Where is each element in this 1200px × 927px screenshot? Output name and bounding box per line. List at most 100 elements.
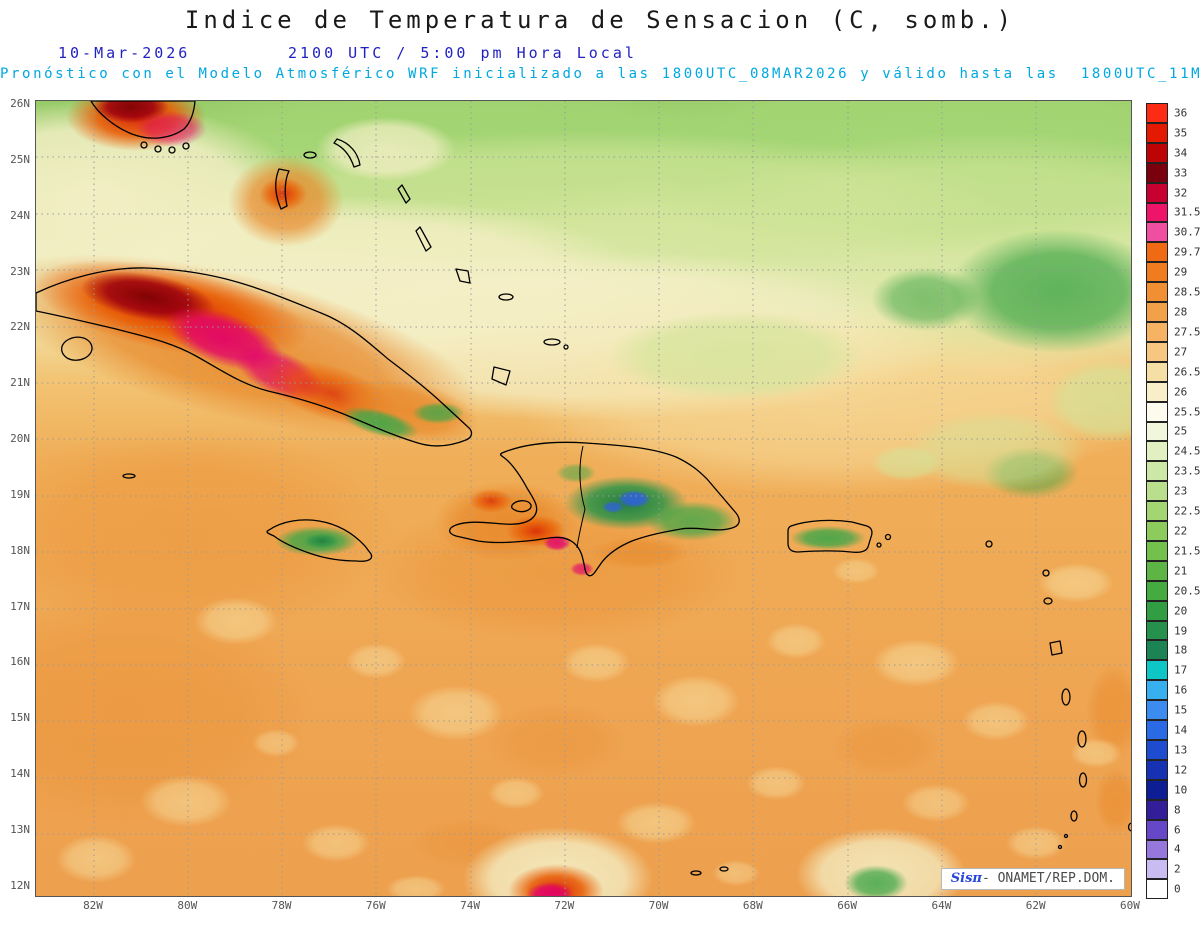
colorbar-swatch <box>1146 401 1168 422</box>
colorbar-cell: 23 <box>1146 481 1187 502</box>
colorbar-cell: 28.5 <box>1146 282 1200 303</box>
map-canvas: Sisπ- ONAMET/REP.DOM. <box>35 100 1132 897</box>
longitude-label: 72W <box>554 899 575 912</box>
longitude-label: 64W <box>931 899 952 912</box>
gonave-outline <box>510 500 532 513</box>
colorbar-swatch <box>1146 779 1168 800</box>
colorbar-swatch <box>1146 620 1168 641</box>
colorbar-swatch <box>1146 879 1168 900</box>
latitude-label: 16N <box>10 655 30 669</box>
colorbar-cell: 26.5 <box>1146 361 1200 382</box>
longitude-label: 70W <box>648 899 669 912</box>
colorbar-cell: 4 <box>1146 839 1181 860</box>
colorbar-value: 13 <box>1174 743 1188 757</box>
colorbar-value: 27.5 <box>1174 325 1200 339</box>
longitude-label: 66W <box>837 899 858 912</box>
colorbar-value: 18 <box>1174 643 1188 657</box>
colorbar-swatch <box>1146 202 1168 223</box>
haiti-dr-border <box>576 445 586 549</box>
hispaniola-outline <box>448 441 740 577</box>
grid-lines <box>36 101 1131 896</box>
colorbar-swatch <box>1146 341 1168 362</box>
colorbar: 36 35 34 33 32 31.5 <box>1146 103 1200 900</box>
colorbar-swatch <box>1146 839 1168 860</box>
colorbar-cell: 8 <box>1146 799 1181 820</box>
latitude-label: 23N <box>10 264 30 278</box>
colorbar-value: 24.5 <box>1174 444 1200 458</box>
colorbar-value: 28.5 <box>1174 285 1200 299</box>
latitude-axis: 26N 25N 24N 23N 22N 21N 20N 19N 18N 17N … <box>0 96 30 894</box>
colorbar-swatch <box>1146 122 1168 143</box>
model-info-line: Pronóstico con el Modelo Atmosférico WRF… <box>0 66 1200 82</box>
colorbar-swatch <box>1146 600 1168 621</box>
colorbar-cell: 16 <box>1146 680 1187 701</box>
colorbar-cell: 36 <box>1146 103 1187 123</box>
colorbar-swatch <box>1146 302 1168 322</box>
colorbar-swatch <box>1146 700 1168 721</box>
colorbar-swatch <box>1146 162 1168 183</box>
colorbar-swatch <box>1146 859 1168 880</box>
colorbar-swatch <box>1146 720 1168 740</box>
colorbar-value: 31.5 <box>1174 205 1200 219</box>
colorbar-cell: 13 <box>1146 740 1187 760</box>
colorbar-swatch <box>1146 321 1168 342</box>
colorbar-swatch <box>1146 799 1168 820</box>
bahamas-outlines <box>275 138 569 386</box>
colorbar-cell: 17 <box>1146 660 1187 681</box>
colorbar-cell: 25.5 <box>1146 401 1200 422</box>
colorbar-value: 25 <box>1174 424 1188 438</box>
colorbar-cell: 23.5 <box>1146 461 1200 482</box>
colorbar-value: 28 <box>1174 305 1188 319</box>
colorbar-swatch <box>1146 560 1168 581</box>
colorbar-cell: 27 <box>1146 341 1187 362</box>
colorbar-cell: 15 <box>1146 700 1187 721</box>
colorbar-cell: 29 <box>1146 262 1187 283</box>
colorbar-cell: 27.5 <box>1146 321 1200 342</box>
jamaica-outline <box>266 519 373 562</box>
colorbar-swatch <box>1146 142 1168 163</box>
latitude-label: 18N <box>10 543 30 557</box>
colorbar-value: 20 <box>1174 604 1188 618</box>
colorbar-value: 29 <box>1174 265 1188 279</box>
colorbar-swatch <box>1146 740 1168 760</box>
longitude-label: 78W <box>271 899 292 912</box>
longitude-label: 62W <box>1025 899 1046 912</box>
colorbar-value: 21 <box>1174 564 1188 578</box>
colorbar-swatch <box>1146 282 1168 303</box>
colorbar-value: 17 <box>1174 663 1188 677</box>
longitude-label: 68W <box>742 899 763 912</box>
latitude-label: 21N <box>10 376 30 390</box>
florida-keys-islet <box>140 141 148 149</box>
latitude-label: 15N <box>10 711 30 725</box>
colorbar-value: 15 <box>1174 703 1188 717</box>
heat-index-field-svg <box>36 101 1131 896</box>
colorbar-cell: 24.5 <box>1146 441 1200 462</box>
latitude-label: 22N <box>10 320 30 334</box>
colorbar-value: 20.5 <box>1174 584 1200 598</box>
longitude-label: 74W <box>460 899 480 912</box>
colorbar-value: 30.7 <box>1174 225 1200 239</box>
colorbar-swatch <box>1146 262 1168 283</box>
colorbar-value: 23 <box>1174 484 1188 498</box>
colorbar-value: 22 <box>1174 524 1188 538</box>
colorbar-value: 0 <box>1174 882 1181 896</box>
colorbar-cell: 20 <box>1146 600 1187 621</box>
latitude-label: 25N <box>10 152 30 166</box>
colorbar-cell: 30.7 <box>1146 222 1200 243</box>
colorbar-swatch <box>1146 182 1168 203</box>
colorbar-swatch <box>1146 680 1168 701</box>
colorbar-cell: 19 <box>1146 620 1187 641</box>
longitude-axis: 82W 80W 78W 76W 74W 72W 70W 68W 66W 64W … <box>73 899 1150 915</box>
forecast-time: 2100 UTC / 5:00 pm Hora Local <box>288 44 637 62</box>
colorbar-cell: 18 <box>1146 640 1187 661</box>
latitude-label: 24N <box>10 208 30 222</box>
colorbar-value: 35 <box>1174 126 1188 140</box>
colorbar-swatch <box>1146 819 1168 840</box>
colorbar-value: 4 <box>1174 842 1181 856</box>
colorbar-value: 6 <box>1174 823 1181 837</box>
colorbar-value: 29.7 <box>1174 245 1200 259</box>
cayman-outline <box>122 473 136 479</box>
colorbar-swatch <box>1146 759 1168 780</box>
colorbar-swatch <box>1146 103 1168 123</box>
forecast-date: 10-Mar-2026 <box>58 44 191 62</box>
